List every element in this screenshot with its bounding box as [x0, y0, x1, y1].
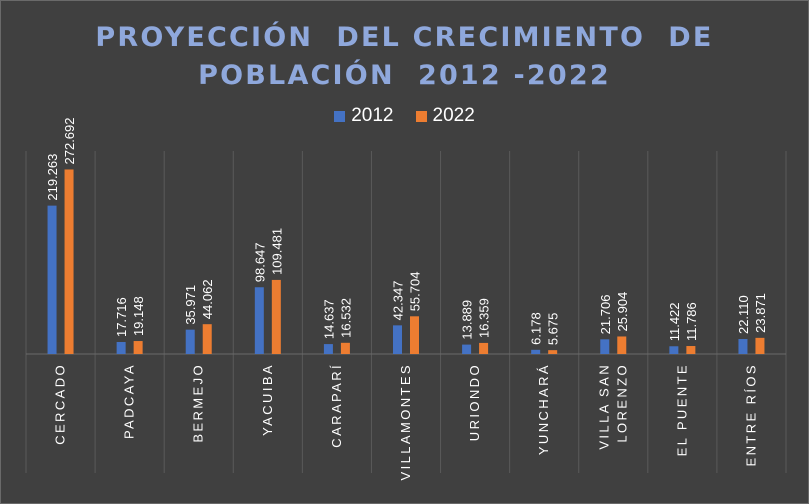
bar-2022	[479, 342, 489, 354]
bar-2022	[64, 169, 74, 354]
x-tick-label: ENTRE RÍOS	[743, 363, 758, 466]
x-tick-label: URIONDO	[467, 363, 482, 441]
chart-title-line-1: PROYECCIÓN DEL CRECIMIENTO DE	[95, 22, 714, 53]
bar-2022	[410, 316, 419, 354]
data-label-2022: 25.904	[615, 292, 630, 332]
data-label-2012: 6.178	[529, 312, 544, 345]
data-label-2012: 21.706	[598, 295, 613, 335]
data-label-2022: 23.871	[753, 293, 768, 333]
x-tick-label: CERCADO	[53, 363, 68, 445]
x-tick-label: EL PUENTE	[674, 363, 689, 456]
bar-2022	[686, 346, 696, 354]
legend-swatch-2012	[334, 110, 346, 122]
legend-label-2022: 2022	[432, 105, 475, 126]
data-label-2022: 11.786	[684, 302, 699, 341]
bar-2012	[47, 205, 57, 354]
bar-2022	[617, 336, 627, 354]
legend-item-2012: 2012	[334, 105, 394, 127]
data-label-2012: 14.637	[321, 299, 336, 339]
bar-2022	[202, 324, 212, 354]
bar-2012	[531, 349, 541, 354]
data-label-2012: 219.263	[45, 154, 60, 201]
bar-2012	[254, 287, 264, 354]
x-tick-label: PADCAYA	[122, 363, 137, 439]
bar-2022	[755, 337, 765, 354]
data-label-2022: 109.481	[269, 228, 284, 275]
chart-title-line-2: POBLACIÓN 2012 -2022	[198, 60, 611, 91]
data-label-2022: 272.692	[62, 117, 77, 164]
legend-swatch-2022	[415, 110, 427, 122]
data-label-2022: 5.675	[546, 313, 561, 346]
data-label-2022: 44.062	[200, 279, 215, 319]
data-label-2022: 16.359	[477, 298, 492, 338]
data-label-2012: 17.716	[114, 297, 129, 337]
bar-2012	[669, 346, 679, 354]
data-label-2012: 13.889	[460, 300, 475, 340]
bar-2012	[600, 339, 610, 354]
data-label-2012: 35.971	[183, 285, 198, 325]
bar-2012	[323, 344, 333, 354]
x-tick-label: CARAPARÍ	[329, 363, 344, 448]
bar-2012	[462, 344, 472, 354]
x-tick-label: YUNCHARÁ	[536, 363, 551, 455]
bar-2022	[133, 341, 143, 354]
bar-2012	[116, 342, 126, 354]
chart-title: PROYECCIÓN DEL CRECIMIENTO DE POBLACIÓN …	[1, 19, 808, 95]
x-tick-label: BERMEJO	[191, 363, 206, 443]
bar-2022	[548, 350, 558, 354]
x-tick-label: YACUIBA	[260, 363, 275, 436]
bar-2022	[340, 342, 350, 354]
data-label-2012: 42.347	[391, 281, 406, 321]
x-tick-label: VILLAMONTES	[398, 363, 413, 480]
data-label-2022: 16.532	[338, 298, 353, 338]
data-label-2012: 22.110	[736, 295, 751, 334]
x-tick-label: LORENZO	[614, 363, 629, 443]
bar-2012	[738, 339, 748, 354]
data-label-2022: 19.148	[131, 296, 146, 336]
bar-2012	[393, 325, 402, 354]
bar-2022	[271, 279, 281, 354]
bar-2012	[185, 329, 195, 354]
legend-label-2012: 2012	[351, 105, 394, 126]
x-tick-label: VILLA SAN	[596, 363, 611, 450]
data-label-2022: 55.704	[408, 272, 423, 312]
legend-item-2022: 2022	[415, 105, 475, 127]
data-label-2012: 11.422	[667, 302, 682, 341]
legend: 2012 2022	[1, 105, 808, 127]
data-label-2012: 98.647	[252, 242, 267, 282]
